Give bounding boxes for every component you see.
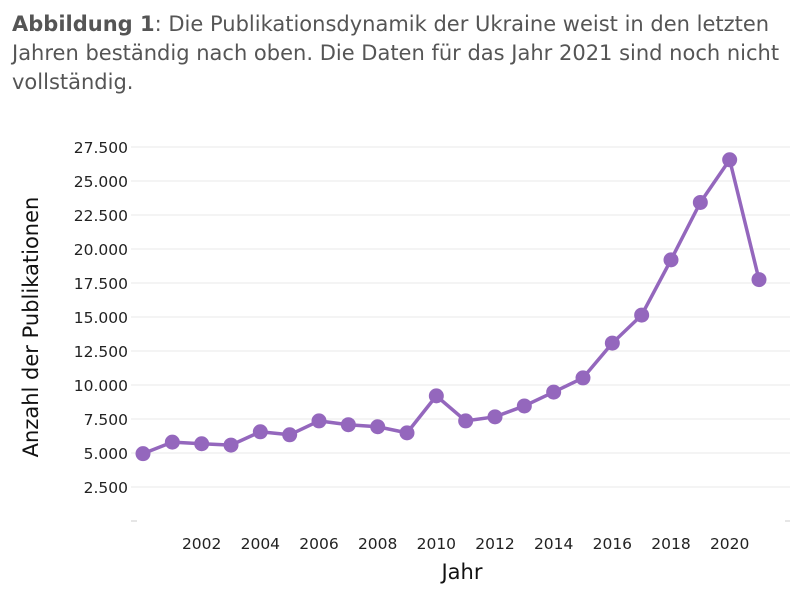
- data-point: [340, 417, 356, 433]
- data-point: [634, 307, 650, 323]
- x-tick-label: 2012: [475, 535, 514, 553]
- x-tick-label: 2008: [358, 535, 397, 553]
- data-point: [282, 427, 298, 443]
- y-tick-label: 10.000: [74, 377, 128, 395]
- figure-caption: Abbildung 1: Die Publikationsdynamik der…: [12, 10, 788, 97]
- data-point: [252, 424, 268, 440]
- x-tick-label: 2014: [534, 535, 573, 553]
- x-tick-label: 2018: [651, 535, 690, 553]
- data-point: [370, 419, 386, 435]
- y-tick-label: 2.500: [84, 479, 128, 497]
- y-tick-label: 22.500: [74, 207, 128, 225]
- x-axis-ticks: 2002 2004 2006 2008 2010 2012 2014 2016 2018 2020: [182, 535, 749, 553]
- data-point: [223, 437, 239, 453]
- data-point: [458, 413, 474, 429]
- y-axis-ticks: 2.500 5.000 7.500 10.000 12.500 15.000 17.500 2…: [74, 139, 128, 497]
- data-point: [194, 436, 210, 452]
- y-tick-label: 20.000: [74, 241, 128, 259]
- y-tick-label: 15.000: [74, 309, 128, 327]
- y-tick-label: 27.500: [74, 139, 128, 157]
- x-axis-title: Jahr: [439, 560, 482, 584]
- data-point: [575, 370, 591, 386]
- y-tick-label: 17.500: [74, 275, 128, 293]
- series-line: [142, 158, 761, 456]
- data-point: [546, 384, 562, 400]
- data-point: [164, 434, 180, 450]
- y-axis-title: Anzahl der Publikationen: [19, 197, 43, 458]
- x-tick-label: 2010: [417, 535, 456, 553]
- x-tick-label: 2016: [593, 535, 632, 553]
- y-tick-label: 5.000: [84, 445, 128, 463]
- y-tick-label: 7.500: [84, 411, 128, 429]
- data-point: [428, 388, 444, 404]
- data-point: [311, 413, 327, 429]
- data-point: [135, 446, 151, 462]
- x-tick-label: 2020: [710, 535, 749, 553]
- y-tick-label: 25.000: [74, 173, 128, 191]
- data-point: [516, 398, 532, 414]
- data-point: [604, 335, 620, 351]
- y-tick-label: 12.500: [74, 343, 128, 361]
- data-point: [722, 152, 738, 168]
- caption-label: Abbildung 1: [12, 12, 155, 36]
- series-group: [135, 152, 767, 462]
- data-point: [487, 409, 503, 425]
- x-tick-label: 2002: [182, 535, 221, 553]
- data-point: [751, 272, 767, 288]
- data-point: [692, 194, 708, 210]
- caption-text: : Die Publikationsdynamik der Ukraine we…: [12, 12, 780, 94]
- data-point: [399, 425, 415, 441]
- x-tick-label: 2004: [241, 535, 280, 553]
- x-tick-label: 2006: [299, 535, 338, 553]
- data-point: [663, 252, 679, 268]
- grid-lines: [131, 146, 790, 522]
